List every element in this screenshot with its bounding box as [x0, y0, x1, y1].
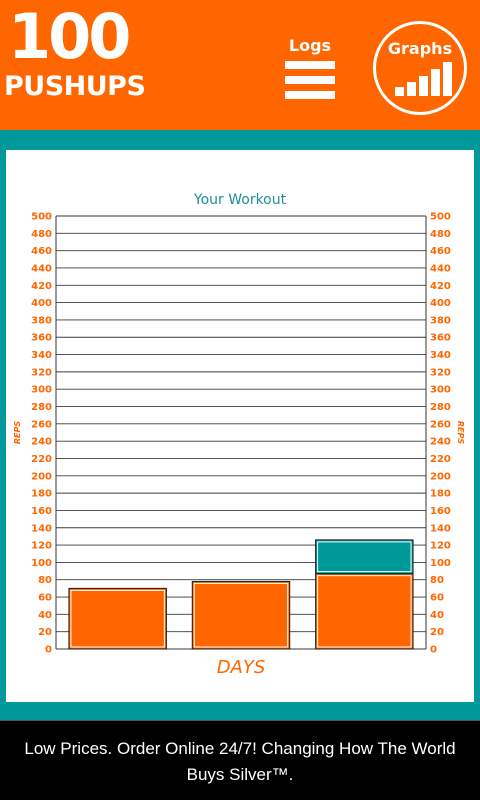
y-tick-label-right: 120 [430, 541, 451, 552]
graphs-button[interactable]: Graphs [373, 21, 467, 115]
y-tick-label-right: 140 [430, 523, 451, 534]
ad-banner[interactable]: Low Prices. Order Online 24/7! Changing … [0, 720, 480, 800]
y-tick-label-left: 400 [31, 298, 52, 309]
y-tick-label-left: 360 [31, 333, 52, 344]
bar-inner-border [317, 575, 412, 648]
y-tick-label-right: 20 [430, 627, 444, 638]
y-tick-label-left: 320 [31, 367, 52, 378]
y-tick-label-left: 300 [31, 385, 52, 396]
y-tick-label-left: 260 [31, 419, 52, 430]
y-tick-label-left: 240 [31, 437, 52, 448]
ad-text: Low Prices. Order Online 24/7! Changing … [24, 739, 456, 784]
y-tick-label-right: 360 [430, 333, 451, 344]
y-tick-label-left: 500 [31, 212, 52, 223]
y-tick-label-right: 80 [430, 575, 444, 586]
logs-label: Logs [288, 36, 332, 55]
bar-inner-border [317, 541, 412, 573]
y-tick-label-left: 160 [31, 506, 52, 517]
y-tick-label-right: 280 [430, 402, 451, 413]
y-tick-label-right: 400 [430, 298, 451, 309]
bar-inner-border [70, 589, 165, 648]
y-tick-label-left: 180 [31, 489, 52, 500]
logo-text: PUSHUPS [4, 71, 146, 102]
y-tick-label-left: 140 [31, 523, 52, 534]
y-tick-label-right: 220 [430, 454, 451, 465]
y-tick-label-left: 280 [31, 402, 52, 413]
logo-number: 100 [8, 0, 131, 73]
y-tick-label-right: 460 [430, 246, 451, 257]
y-axis-label-right: REPS [456, 421, 465, 444]
y-tick-label-right: 260 [430, 419, 451, 430]
y-tick-label-left: 40 [38, 610, 52, 621]
y-tick-label-left: 420 [31, 281, 52, 292]
chart-panel: Your Workout 0 0 20 20 40 40 60 60 80 80 100 100 120… [6, 150, 474, 702]
bar-inner-border [193, 582, 289, 648]
y-tick-label-right: 440 [430, 263, 451, 274]
y-tick-label-left: 200 [31, 471, 52, 482]
y-axis-label-left: REPS [13, 421, 22, 444]
y-tick-label-right: 100 [430, 558, 451, 569]
y-tick-label-right: 240 [430, 437, 451, 448]
y-tick-label-left: 380 [31, 315, 52, 326]
y-tick-label-right: 480 [430, 229, 451, 240]
y-tick-label-left: 60 [38, 593, 52, 604]
y-tick-label-left: 100 [31, 558, 52, 569]
y-tick-label-right: 180 [430, 489, 451, 500]
bar [191, 580, 291, 650]
y-tick-label-left: 440 [31, 263, 52, 274]
y-tick-label-right: 420 [430, 281, 451, 292]
app-header: 100 PUSHUPS Logs Graphs [0, 0, 480, 130]
y-tick-label-left: 0 [45, 645, 52, 656]
y-tick-label-right: 340 [430, 350, 451, 361]
chart-title: Your Workout [193, 192, 287, 208]
bar [315, 539, 414, 575]
y-tick-label-right: 60 [430, 593, 444, 604]
logs-button[interactable]: Logs [278, 34, 342, 104]
y-tick-label-left: 480 [31, 229, 52, 240]
graphs-label: Graphs [387, 39, 453, 58]
y-tick-label-right: 160 [430, 506, 451, 517]
bar [315, 573, 414, 650]
x-axis-label: DAYS [217, 657, 266, 678]
bar [68, 587, 167, 650]
y-tick-label-left: 220 [31, 454, 52, 465]
y-tick-label-left: 80 [38, 575, 52, 586]
y-tick-label-right: 300 [430, 385, 451, 396]
y-tick-label-right: 380 [430, 315, 451, 326]
y-tick-label-left: 120 [31, 541, 52, 552]
content-frame: Your Workout 0 0 20 20 40 40 60 60 80 80 100 100 120… [0, 130, 480, 720]
y-tick-label-right: 0 [430, 645, 437, 656]
workout-chart: 0 0 20 20 40 40 60 60 80 80 100 100 120 120 140 140 160 1… [13, 212, 465, 679]
y-tick-label-right: 40 [430, 610, 444, 621]
y-tick-label-left: 20 [38, 627, 52, 638]
y-tick-label-right: 500 [430, 212, 451, 223]
y-tick-label-left: 340 [31, 350, 52, 361]
y-tick-label-right: 200 [430, 471, 451, 482]
bar-chart-icon [395, 62, 453, 96]
y-tick-label-right: 320 [430, 367, 451, 378]
y-tick-label-left: 460 [31, 246, 52, 257]
